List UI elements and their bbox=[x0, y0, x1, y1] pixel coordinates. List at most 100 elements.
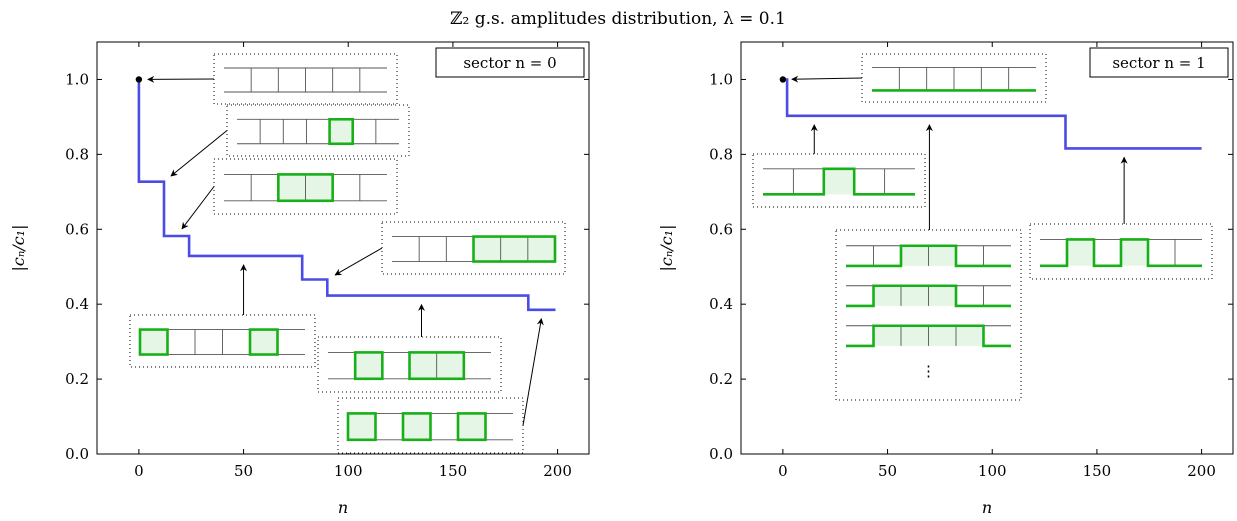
ladder-config bbox=[846, 284, 1011, 308]
ladder-config bbox=[328, 351, 491, 381]
axes-left: 0 50 100 150 200 0.0 0.2 0.4 0.6 0.8 1.0 bbox=[65, 42, 589, 480]
excitation-box bbox=[408, 351, 466, 381]
ladder-config bbox=[138, 328, 305, 356]
excitation-fill bbox=[140, 329, 168, 355]
legend-right: sector n = 1 bbox=[1089, 47, 1229, 78]
legend-box-right bbox=[1089, 47, 1229, 78]
annotation-arrow bbox=[181, 186, 215, 230]
x-tick-label: 200 bbox=[1187, 462, 1216, 480]
excitation-fill bbox=[1121, 239, 1148, 266]
excitation-fill bbox=[873, 285, 956, 306]
y-tick-label: 0.2 bbox=[709, 370, 733, 388]
x-tick-label: 200 bbox=[543, 462, 572, 480]
panel-sector-0: 0 50 100 150 200 0.0 0.2 0.4 0.6 0.8 1.0 n |cₙ/c₁|… bbox=[9, 41, 590, 517]
x-tick-label: 100 bbox=[978, 462, 1007, 480]
excitation-fill bbox=[329, 119, 353, 144]
x-tick-label: 100 bbox=[334, 462, 363, 480]
amplitude-series-line bbox=[137, 79, 556, 312]
x-axis-label-right: n bbox=[982, 498, 992, 517]
plot-frame-right bbox=[740, 41, 1234, 455]
y-axis-label-right: |cₙ/c₁| bbox=[657, 225, 676, 272]
legend-text-left: sector n = 0 bbox=[463, 54, 556, 72]
excitation-box bbox=[472, 235, 557, 263]
excitation-fill bbox=[1067, 239, 1094, 266]
excitation-box bbox=[328, 117, 355, 146]
config-diagram bbox=[213, 158, 398, 215]
legend-text-right: sector n = 1 bbox=[1112, 54, 1205, 72]
excitation-box bbox=[456, 412, 487, 442]
ladder-config bbox=[224, 67, 387, 93]
excitation-fill bbox=[473, 236, 555, 262]
ladder-config bbox=[346, 412, 513, 442]
string-path bbox=[846, 284, 1011, 308]
y-tick-label: 0.6 bbox=[65, 220, 89, 238]
y-tick-label: 0.4 bbox=[709, 295, 733, 313]
excitation-fill bbox=[458, 413, 486, 440]
x-tick-label: 0 bbox=[778, 462, 788, 480]
ladder-config bbox=[237, 117, 399, 146]
config-diagram bbox=[226, 104, 410, 157]
excitation-box bbox=[138, 328, 169, 356]
ladder-config bbox=[846, 244, 1011, 268]
excitation-fill bbox=[250, 329, 278, 355]
axes-right: 0 50 100 150 200 0.0 0.2 0.4 0.6 0.8 1.0 bbox=[709, 42, 1233, 480]
figure-title: ℤ₂ g.s. amplitudes distribution, λ = 0.1 bbox=[450, 9, 786, 29]
ground-state-marker bbox=[779, 76, 787, 83]
panel-sector-1: 0 50 100 150 200 0.0 0.2 0.4 0.6 0.8 1.0 n |cₙ/c₁|… bbox=[657, 41, 1234, 517]
y-tick-label: 1.0 bbox=[65, 70, 89, 88]
excitation-fill bbox=[348, 413, 376, 440]
annotation-arrow bbox=[334, 247, 383, 276]
config-diagram bbox=[337, 397, 524, 454]
x-tick-label: 0 bbox=[134, 462, 144, 480]
x-tick-label: 150 bbox=[439, 462, 468, 480]
x-tick-label: 150 bbox=[1083, 462, 1112, 480]
y-tick-label: 0.2 bbox=[65, 370, 89, 388]
config-diagram bbox=[381, 221, 566, 275]
excitation-box bbox=[277, 173, 334, 203]
ladder-config bbox=[1040, 238, 1202, 268]
excitation-box bbox=[248, 328, 279, 356]
diagram-frame bbox=[226, 104, 410, 157]
excitation-fill bbox=[403, 413, 431, 440]
config-diagram bbox=[861, 53, 1047, 103]
excitation-box bbox=[353, 351, 384, 381]
annotation-arrow bbox=[522, 317, 544, 426]
string-path bbox=[1040, 238, 1202, 268]
config-diagram bbox=[317, 336, 502, 393]
ladder-config bbox=[224, 173, 387, 203]
excitation-fill bbox=[823, 168, 855, 195]
y-tick-label: 0.8 bbox=[709, 145, 733, 163]
series-left bbox=[135, 76, 556, 312]
x-tick-label: 50 bbox=[234, 462, 253, 480]
legend-box-left bbox=[435, 47, 585, 78]
ladder-config bbox=[392, 235, 557, 263]
x-tick-label: 50 bbox=[878, 462, 897, 480]
plot-frame-left bbox=[96, 41, 590, 455]
config-diagram bbox=[213, 53, 398, 105]
amplitude-series-line bbox=[782, 78, 1202, 150]
config-diagram bbox=[1029, 223, 1213, 280]
excitation-box bbox=[401, 412, 432, 442]
ground-state-marker bbox=[135, 76, 143, 83]
configuration-diagrams-left bbox=[129, 53, 566, 454]
y-tick-label: 0.4 bbox=[65, 295, 89, 313]
excitation-box bbox=[346, 412, 377, 442]
ladder-config bbox=[763, 167, 915, 196]
ladder-config bbox=[846, 324, 1011, 348]
config-diagram bbox=[129, 314, 316, 368]
string-path bbox=[846, 324, 1011, 348]
annotation-arrow bbox=[791, 75, 863, 83]
y-tick-label: 1.0 bbox=[709, 70, 733, 88]
y-tick-label: 0.0 bbox=[65, 445, 89, 463]
config-diagram: ⋮ bbox=[835, 229, 1022, 401]
string-path bbox=[763, 167, 915, 196]
ladder-config bbox=[872, 66, 1036, 92]
series-right bbox=[779, 76, 1202, 150]
string-path bbox=[846, 244, 1011, 268]
excitation-fill bbox=[355, 352, 383, 379]
x-axis-label-left: n bbox=[338, 498, 348, 517]
y-tick-label: 0.8 bbox=[65, 145, 89, 163]
config-diagram bbox=[752, 153, 926, 208]
legend-left: sector n = 0 bbox=[435, 47, 585, 78]
